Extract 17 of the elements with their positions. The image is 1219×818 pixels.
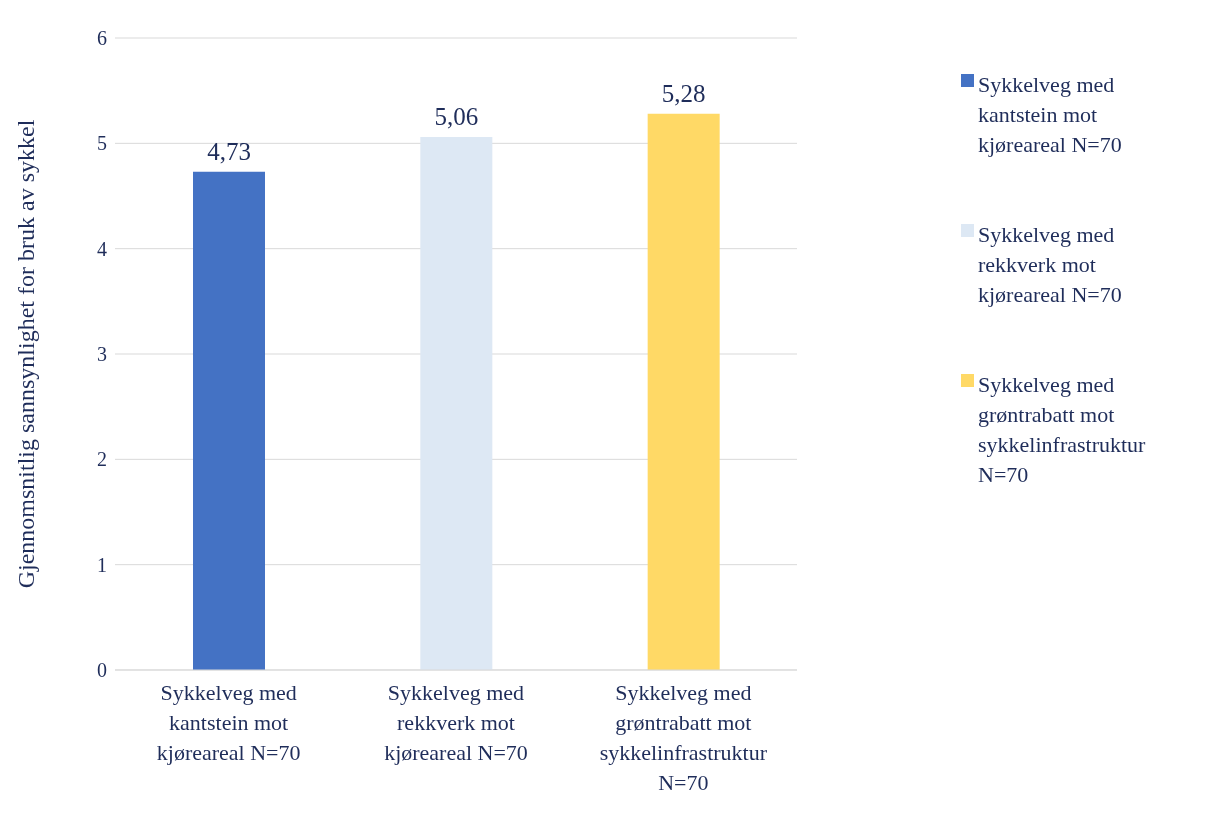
y-tick-label: 1 (97, 553, 107, 576)
y-axis-title: Gjennomsnitlig sannsynlighet for bruk av sykkel (12, 119, 39, 589)
x-tick-label: Sykkelveg med rekkverk mot kjøreareal N=70 (384, 680, 528, 765)
y-tick-label: 0 (97, 659, 107, 682)
legend-label: Sykkelveg med rekkverk mot kjøreareal N=70 (978, 221, 1122, 309)
y-tick-label: 2 (97, 448, 107, 471)
x-tick-label: Sykkelveg med grøntrabatt mot sykkelinfrastruktur N=70 (599, 680, 768, 795)
y-tick-label: 4 (97, 237, 107, 260)
data-label: 4,73 (207, 137, 251, 165)
y-tick-label: 5 (97, 132, 107, 155)
data-label: 5,28 (661, 79, 706, 107)
data-label: 5,06 (434, 103, 479, 131)
legend-label: Sykkelveg med grøntrabatt mot sykkelinfrastruktur N=70 (978, 371, 1146, 489)
legend-label: Sykkelveg med kantstein mot kjøreareal N=70 (978, 71, 1122, 159)
y-tick-label: 6 (97, 27, 107, 50)
x-tick-label: Sykkelveg med kantstein mot kjøreareal N=70 (156, 680, 301, 765)
y-tick-label: 3 (97, 343, 107, 366)
